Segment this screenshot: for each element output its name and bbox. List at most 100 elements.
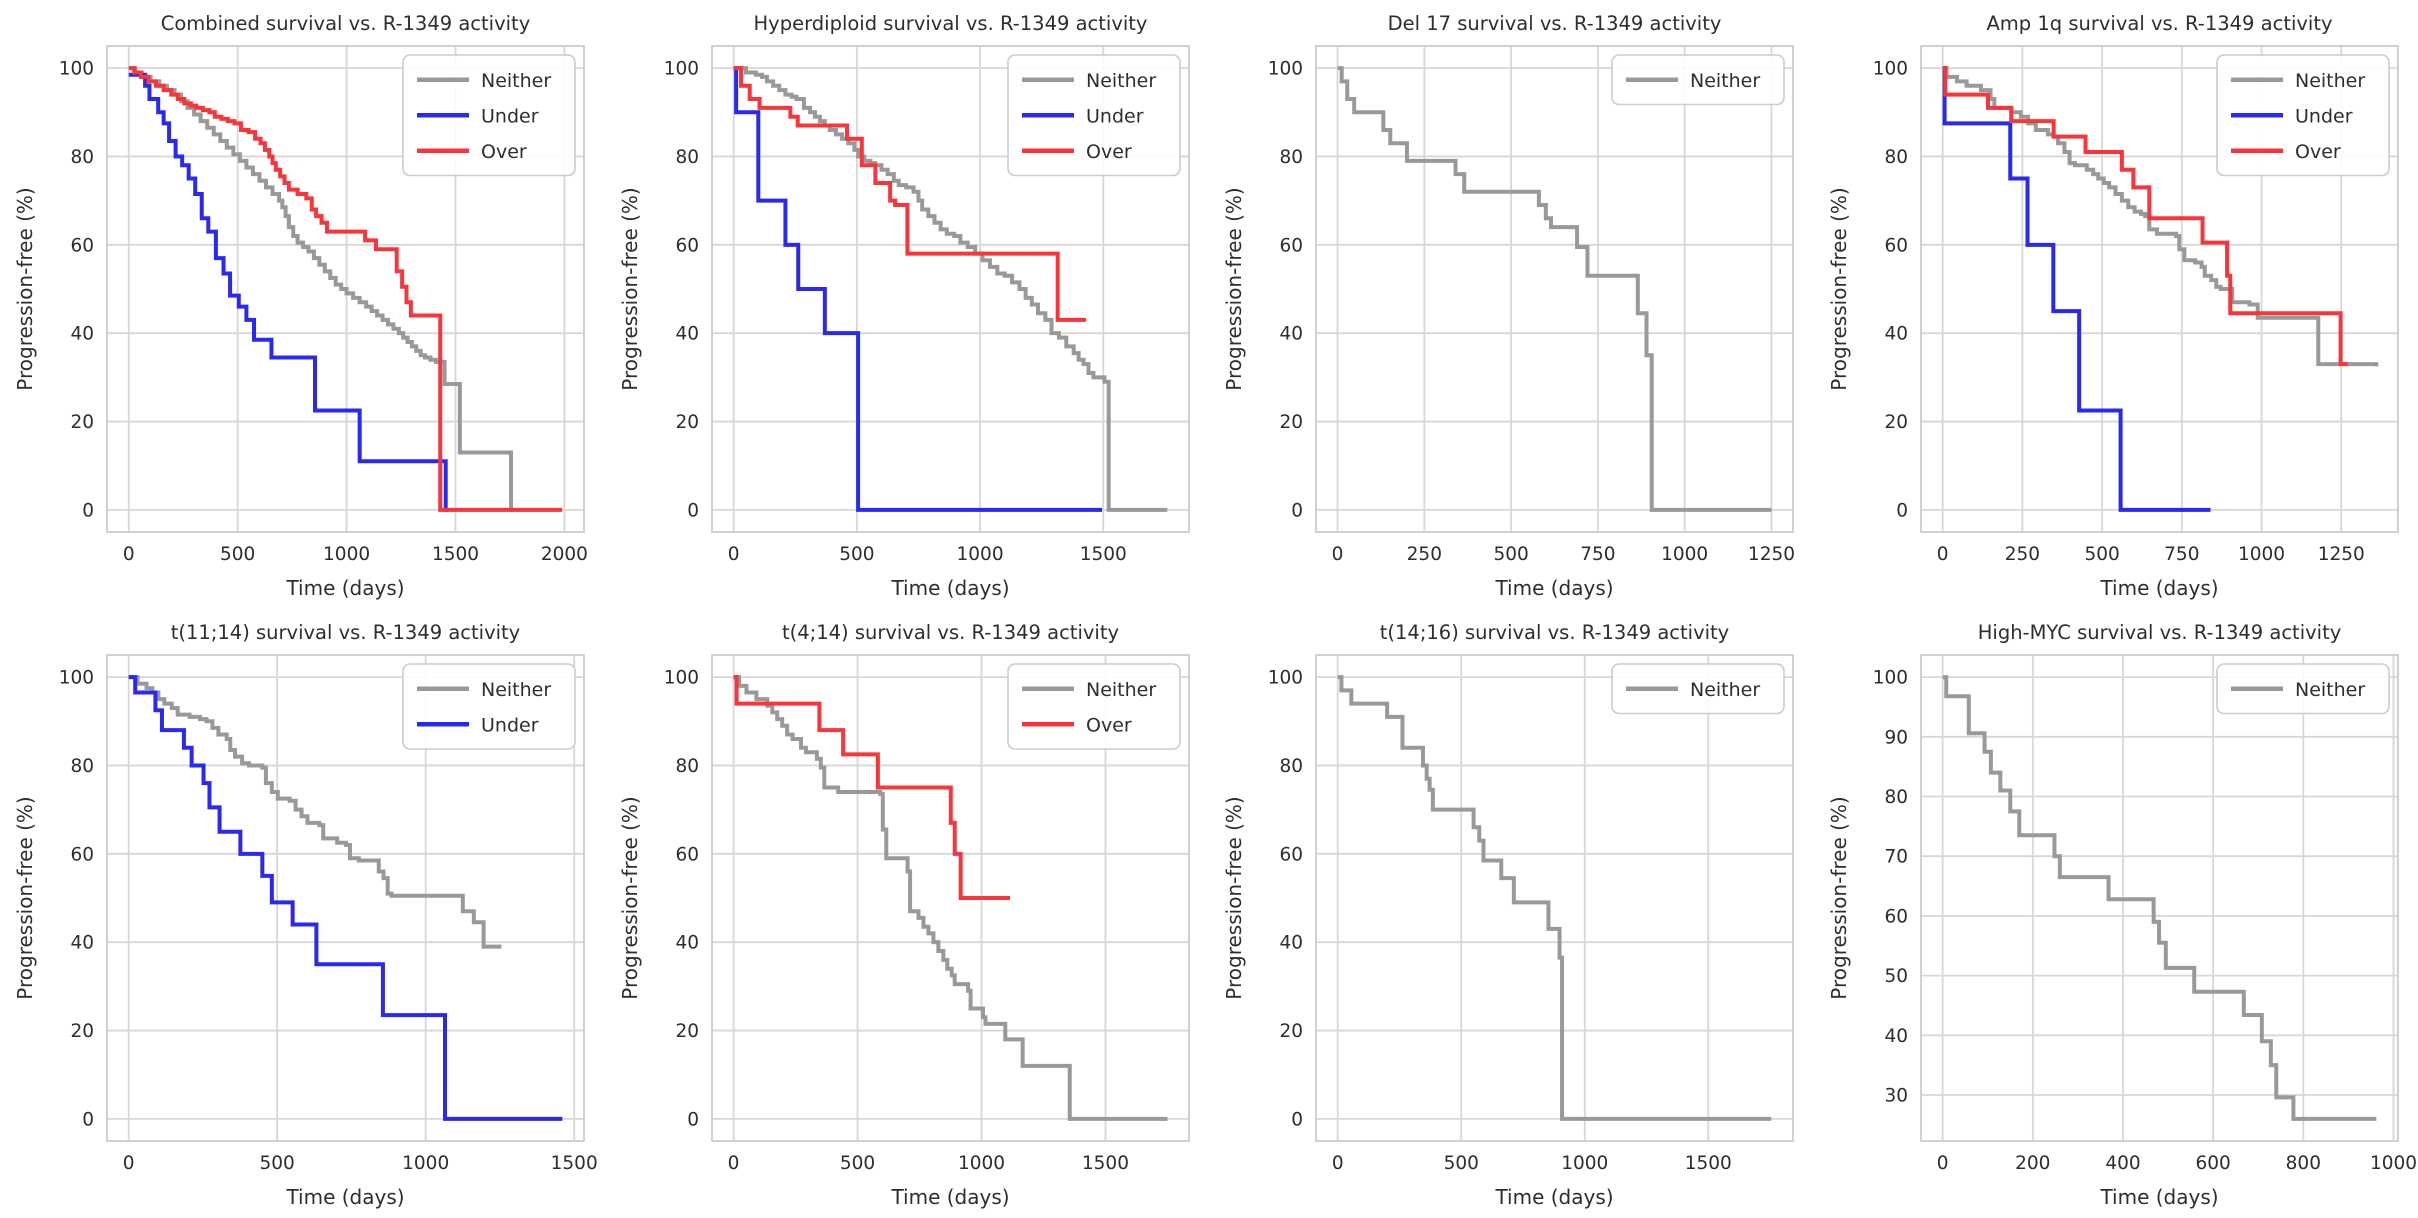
- x-tick-label: 0: [727, 1153, 739, 1174]
- y-tick-label: 20: [675, 412, 699, 433]
- legend-label-over: Over: [481, 141, 527, 163]
- x-tick-label: 1250: [1748, 544, 1795, 565]
- y-tick-label: 50: [1884, 966, 1908, 987]
- legend-label-over: Over: [1086, 714, 1132, 736]
- chart-hyperdiploid: 0 500 1000 1500 0 20 40 60 80 100 Hyperdiploid sur…: [604, 0, 1209, 609]
- chart-title: High-MYC survival vs. R-1349 activity: [1977, 621, 2341, 644]
- x-tick-label: 1500: [1081, 1153, 1128, 1174]
- km-curve-over: [128, 66, 563, 512]
- y-tick-label: 40: [675, 933, 699, 954]
- km-curve-over: [733, 675, 1010, 900]
- x-tick-label: 0: [1936, 1153, 1948, 1174]
- legend: Neither: [1611, 54, 1785, 106]
- y-axis-label: Progression-free (%): [13, 187, 37, 390]
- x-tick-label: 600: [2195, 1153, 2230, 1174]
- y-tick-label: 90: [1884, 727, 1908, 748]
- subplot-hyperdiploid: 0 500 1000 1500 0 20 40 60 80 100 Hyperdiploid sur…: [604, 0, 1209, 609]
- x-axis-label: Time (days): [1494, 1185, 1613, 1209]
- y-tick-label: 80: [1279, 147, 1303, 168]
- y-tick-label: 0: [82, 1109, 94, 1130]
- chart-high_myc: 0 200 400 600 800 1000 30 40 50 60 70 80 90 100 High-M…: [1813, 609, 2418, 1218]
- y-tick-label: 60: [1279, 235, 1303, 256]
- km-curve-neither: [733, 675, 1167, 1121]
- y-tick-label: 60: [1884, 906, 1908, 927]
- x-tick-label: 500: [1493, 544, 1528, 565]
- y-tick-label: 60: [70, 844, 94, 865]
- x-tick-label: 500: [1444, 1153, 1479, 1174]
- km-curve-over: [733, 66, 1086, 322]
- km-curve-neither: [128, 675, 502, 949]
- x-tick-label: 1500: [551, 1153, 598, 1174]
- y-axis-label: Progression-free (%): [13, 796, 37, 999]
- x-axis-label: Time (days): [2099, 1185, 2218, 1209]
- axes-frame: [106, 45, 585, 533]
- chart-combined: 0 500 1000 1500 2000 0 20 40 60 80 100 Combined sur…: [0, 0, 605, 609]
- axes-frame: [1919, 654, 2399, 1142]
- x-tick-label: 250: [1407, 544, 1442, 565]
- x-tick-label: 400: [2105, 1153, 2140, 1174]
- subplot-t4-14: 0 500 1000 1500 0 20 40 60 80 100 t(4;14) survival…: [604, 609, 1209, 1218]
- subplot-amp1q: 0 250 500 750 1000 1250 0 20 40 60 80 100 Amp 1q sur…: [1813, 0, 2418, 609]
- chart-amp1q: 0 250 500 750 1000 1250 0 20 40 60 80 100 Amp 1q sur…: [1813, 0, 2418, 609]
- km-curve-over: [1942, 66, 2348, 367]
- legend: Neither Under: [402, 663, 576, 750]
- legend-label-neither: Neither: [1086, 679, 1156, 701]
- y-tick-label: 60: [1884, 235, 1908, 256]
- chart-title: Combined survival vs. R-1349 activity: [161, 12, 530, 35]
- y-tick-label: 0: [1291, 500, 1303, 521]
- y-tick-label: 20: [1279, 412, 1303, 433]
- legend: Neither Under Over: [402, 54, 576, 177]
- x-tick-label: 500: [839, 544, 874, 565]
- y-tick-label: 20: [70, 412, 94, 433]
- legend-label-neither: Neither: [2295, 70, 2365, 92]
- x-tick-label: 0: [1936, 544, 1948, 565]
- x-tick-label: 1000: [957, 1153, 1004, 1174]
- legend-box: [2215, 54, 2390, 177]
- y-tick-label: 60: [70, 235, 94, 256]
- subplot-high-myc: 0 200 400 600 800 1000 30 40 50 60 70 80 90 100 High-M…: [1813, 609, 2418, 1218]
- x-tick-label: 500: [220, 544, 255, 565]
- legend: Neither: [2215, 663, 2390, 715]
- legend-label-over: Over: [1086, 141, 1132, 163]
- y-tick-label: 60: [675, 844, 699, 865]
- chart-title: Amp 1q survival vs. R-1349 activity: [1986, 12, 2332, 35]
- legend-box: [1006, 54, 1181, 177]
- legend: Neither Over: [1006, 663, 1181, 750]
- y-tick-label: 0: [1896, 500, 1908, 521]
- y-tick-label: 100: [1872, 668, 1907, 689]
- x-tick-label: 500: [2084, 544, 2119, 565]
- x-tick-label: 250: [2004, 544, 2039, 565]
- subplot-t14-16: 0 500 1000 1500 0 20 40 60 80 100 t(14;16) surviva…: [1209, 609, 1814, 1218]
- legend-label-neither: Neither: [1690, 70, 1760, 92]
- y-axis-label: Progression-free (%): [618, 796, 642, 999]
- x-tick-label: 1000: [402, 1153, 449, 1174]
- y-tick-label: 20: [675, 1021, 699, 1042]
- y-tick-label: 60: [675, 235, 699, 256]
- legend-box: [2215, 663, 2390, 715]
- y-tick-label: 100: [1872, 59, 1907, 80]
- legend-label-neither: Neither: [1690, 679, 1760, 701]
- x-tick-label: 0: [1332, 1153, 1344, 1174]
- legend-box: [402, 663, 576, 750]
- x-tick-label: 0: [1332, 544, 1344, 565]
- x-tick-label: 2000: [541, 544, 588, 565]
- km-curve-neither: [1337, 66, 1772, 512]
- y-tick-label: 100: [59, 668, 94, 689]
- y-tick-label: 100: [59, 59, 94, 80]
- legend-label-neither: Neither: [1086, 70, 1156, 92]
- x-tick-label: 750: [2164, 544, 2199, 565]
- x-axis-label: Time (days): [2099, 576, 2218, 600]
- y-tick-label: 60: [1279, 844, 1303, 865]
- axes-frame: [1315, 45, 1794, 533]
- chart-t11_14: 0 500 1000 1500 0 20 40 60 80 100 t(11;14) surviva…: [0, 609, 605, 1218]
- legend-label-over: Over: [2295, 141, 2341, 163]
- y-tick-label: 70: [1884, 847, 1908, 868]
- y-tick-label: 20: [1884, 412, 1908, 433]
- y-tick-label: 20: [70, 1021, 94, 1042]
- x-tick-label: 1000: [2237, 544, 2284, 565]
- chart-title: t(4;14) survival vs. R-1349 activity: [781, 621, 1118, 644]
- y-tick-label: 0: [687, 1109, 699, 1130]
- y-tick-label: 80: [675, 147, 699, 168]
- y-tick-label: 0: [687, 500, 699, 521]
